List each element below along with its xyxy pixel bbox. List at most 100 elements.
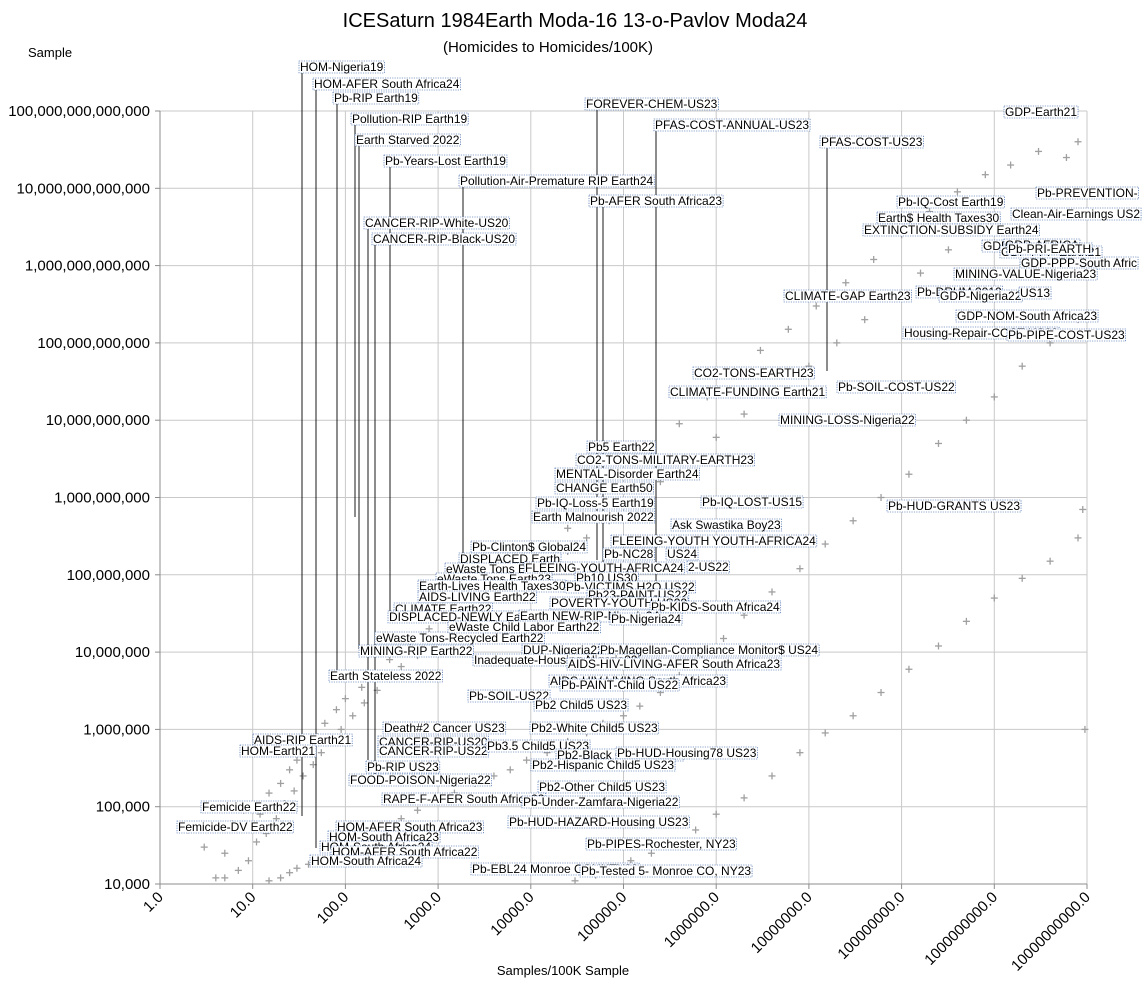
data-label: Pb-Tested 5- Monroe CO, NY23	[579, 864, 753, 878]
data-label: PFAS-COST-ANNUAL-US23	[653, 118, 811, 132]
x-tick-label: 100000.0	[574, 889, 630, 945]
data-label: GDP-Nigeria22	[938, 289, 1023, 303]
data-point	[200, 843, 208, 851]
data-label-text: Pb2-Other Child5 US23	[539, 780, 665, 794]
data-label-text: eWaste Tons-Recycled Earth22	[376, 631, 544, 645]
data-point	[1018, 362, 1026, 370]
data-label-text: GDP-NOM-South Africa23	[957, 309, 1097, 323]
data-label: AIDS-RIP Earth21	[252, 733, 353, 747]
y-tick-label: 10,000	[104, 876, 150, 893]
data-label: CANCER-RIP-Black-US20	[371, 232, 517, 246]
data-point	[221, 874, 229, 882]
data-label-box	[239, 744, 317, 758]
data-point	[523, 756, 531, 764]
data-label-text: HOM-Earth21	[241, 744, 315, 758]
data-label-text: Pb-Tested 5- Monroe CO, NY23	[581, 864, 751, 878]
data-point	[1018, 574, 1026, 582]
data-label-box	[649, 600, 782, 614]
data-label: Pb-PRI-EARTH	[1006, 242, 1093, 256]
data-label-box	[533, 698, 629, 712]
data-point	[849, 517, 857, 525]
data-label-box	[778, 413, 917, 427]
data-point	[636, 702, 644, 710]
data-label-text: DUP-Nigeria22	[523, 643, 604, 657]
data-label-box	[348, 773, 493, 787]
data-point	[905, 470, 913, 478]
data-label: Pb-KIDS-South Africa24	[649, 600, 782, 614]
data-label-box	[579, 864, 753, 878]
data-label-text: Pollution-RIP Earth19	[352, 112, 468, 126]
data-label-box	[470, 540, 588, 554]
data-label-box	[382, 721, 507, 735]
data-point	[506, 766, 514, 774]
data-label: HOM-AFER South Africa24	[312, 77, 461, 91]
data-point	[1062, 154, 1070, 162]
data-label-box	[602, 547, 655, 561]
data-label-text: MENTAL-Disorder Earth24	[556, 467, 699, 481]
data-label-text: PFAS-COST-US23	[821, 135, 923, 149]
data-label: Pb-HUD-Housing78 US23	[615, 746, 758, 760]
leader-lines	[301, 73, 828, 848]
data-label: FOOD-POISON-Nigeria22	[348, 773, 493, 787]
data-label: 2-US22	[686, 560, 730, 574]
data-label: Pb-IQ-Cost Earth19	[896, 195, 1005, 209]
data-label-text: Pb-RIP US23	[367, 760, 439, 774]
data-label-box	[615, 746, 758, 760]
data-label-box	[584, 97, 719, 111]
data-label: Earth Stateless 2022	[328, 669, 443, 683]
data-label: Pb-RIP US23	[365, 760, 441, 774]
data-label: Femicide Earth22	[200, 800, 298, 814]
data-label-box	[377, 744, 489, 758]
data-label: EXTINCTION-SUBSIDY Earth24	[862, 223, 1040, 237]
data-label-box	[586, 440, 657, 454]
data-point	[277, 779, 285, 787]
data-point	[944, 246, 952, 254]
data-label-text: Pb-Nigeria24	[611, 612, 681, 626]
data-point	[397, 663, 405, 671]
data-label-box	[381, 792, 546, 806]
data-label: RAPE-F-AFER South Africa23	[381, 792, 546, 806]
data-label-box	[458, 174, 655, 188]
data-label: Earth Starved 2022	[354, 133, 461, 147]
data-label-box	[1006, 242, 1093, 256]
data-label-text: Pb-IQ-Loss-5 Earth19	[537, 496, 654, 510]
data-label-text: Pb5 Earth22	[588, 440, 655, 454]
data-label-box	[383, 154, 508, 168]
data-label: Pb2 Child5 US23	[533, 698, 629, 712]
data-label-text: CANCER-RIP-US22	[379, 744, 488, 758]
data-label-box	[783, 289, 912, 303]
data-point	[1074, 138, 1082, 146]
y-tick-label: 10,000,000,000,000	[17, 180, 150, 197]
data-label: GDP-PPP-South Afric	[1019, 256, 1139, 270]
data-label: HOM-Earth21	[239, 744, 317, 758]
x-axis-title: Samples/100K Sample	[497, 963, 629, 978]
data-point	[990, 594, 998, 602]
data-label: GDP-NOM-South Africa23	[955, 309, 1099, 323]
data-point	[583, 534, 591, 542]
data-label-text: eWaste Child Labor Earth22	[449, 620, 600, 634]
data-label-box	[358, 644, 474, 658]
data-point	[756, 346, 764, 354]
data-label-text: FOOD-POISON-Nigeria22	[350, 773, 491, 787]
y-tick-label: 1,000,000,000	[54, 490, 150, 507]
data-label-text: Earth Stateless 2022	[330, 669, 442, 683]
data-label: US24	[665, 547, 699, 561]
data-label-box	[886, 499, 1022, 513]
data-point	[953, 188, 961, 196]
data-label-box	[1010, 207, 1142, 221]
data-point	[768, 588, 776, 596]
data-label: CLIMATE-GAP Earth23	[783, 289, 912, 303]
data-label: Pb-Magellan-Compliance Monitor$ US24	[598, 643, 820, 657]
data-label: US13	[1018, 286, 1052, 300]
data-label-text: Pb-HUD-Housing78 US23	[617, 746, 757, 760]
data-point	[712, 810, 720, 818]
data-label-text: GDP-Earth21	[1005, 105, 1077, 119]
data-label-box	[1018, 286, 1052, 300]
data-label: CANCER-RIP-US22	[377, 744, 489, 758]
data-label: HOM-South Africa23	[327, 830, 441, 844]
data-point	[265, 789, 273, 797]
data-label: Pb-RIP Earth19	[332, 91, 420, 105]
data-label-text: HOM-AFER South Africa24	[314, 77, 460, 91]
data-label: Femicide-DV Earth22	[176, 820, 295, 834]
